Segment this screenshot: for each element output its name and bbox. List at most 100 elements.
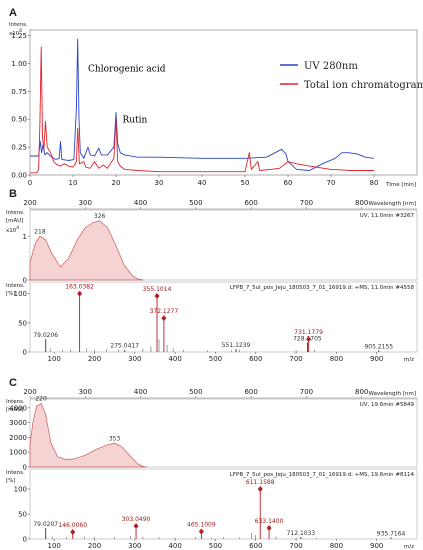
uv-ytick-label: 3000 bbox=[9, 419, 27, 427]
uv-ytick-label: 2000 bbox=[9, 434, 27, 442]
ms-xtick-label: 900 bbox=[370, 542, 383, 550]
a-xtick-label: 60 bbox=[284, 179, 293, 187]
ms-peak-label: 146.0060 bbox=[58, 522, 87, 529]
annotation-0: Chlorogenic acid bbox=[88, 64, 166, 74]
a-yunit: x106 bbox=[9, 28, 22, 37]
wavelength-tick-label: 700 bbox=[300, 199, 313, 207]
ms-ytick-label: 0 bbox=[23, 349, 27, 357]
ms-ytick-label: 0 bbox=[23, 536, 27, 544]
uv-spectrum-c: 200 300 400 500 600 700 800 Wavelength [nm] In… bbox=[6, 388, 418, 472]
uv-absorbance-area bbox=[29, 402, 148, 468]
ms-peak-label: 712.1033 bbox=[287, 530, 316, 537]
uv-peak-label: 218 bbox=[34, 228, 46, 235]
wavelength-tick-label: 800 bbox=[355, 388, 368, 396]
ms-xtick-label: 400 bbox=[168, 542, 181, 550]
ms-spectrum-b: Intens. [%] LFPB_7_5ul_pos_Jeju_180503_7… bbox=[6, 281, 418, 363]
ms-peak-label: 303.0490 bbox=[122, 516, 151, 523]
ms-peak-label: 275.0417 bbox=[110, 343, 139, 350]
ms-peak-label: 465.1009 bbox=[187, 522, 216, 529]
b-uv-info: UV, 11.0min #3267 bbox=[360, 213, 415, 219]
b-ms-yunit: [%] bbox=[6, 291, 16, 297]
uv-ytick-label: 4000 bbox=[9, 404, 27, 412]
wavelength-tick-label: 600 bbox=[244, 388, 257, 396]
a-xtick-label: 80 bbox=[370, 179, 379, 187]
ms-peak-label: 551.1239 bbox=[222, 342, 251, 349]
wavelength-tick-label: 200 bbox=[23, 199, 36, 207]
a-ytick-label: 1.00 bbox=[11, 60, 27, 68]
c-ms-info: LFPB_7_5ul_pos_Jeju_180503_7_01_16919.d:… bbox=[230, 472, 415, 478]
wavelength-tick-label: 500 bbox=[189, 199, 202, 207]
ms-xtick-label: 500 bbox=[209, 542, 222, 550]
a-ytick-label: 0.75 bbox=[11, 88, 27, 96]
a-xunit: Time [min] bbox=[385, 182, 416, 188]
tic-line bbox=[30, 46, 374, 174]
uv-ytick-label: 1000 bbox=[9, 449, 27, 457]
c-uv-info: UV, 19.6min #5849 bbox=[360, 402, 415, 408]
a-xtick-label: 10 bbox=[69, 179, 78, 187]
b-ms-frame bbox=[29, 281, 418, 353]
a-xtick-label: 0 bbox=[28, 179, 32, 187]
ms-xtick-label: 700 bbox=[289, 355, 302, 363]
a-ytick-label: 1.25 bbox=[11, 32, 27, 40]
uv-ytick-label: 0 bbox=[23, 277, 27, 285]
b-uv-xlabel: Wavelength [nm] bbox=[368, 201, 416, 207]
ms-peak-marker bbox=[198, 528, 204, 535]
ms-xtick-label: 100 bbox=[48, 355, 61, 363]
b-ms-info: LFPB_7_5ul_pos_Jeju_180503_7_01_16919.d:… bbox=[230, 285, 415, 291]
ms-peak-marker bbox=[257, 486, 263, 492]
wavelength-tick-label: 600 bbox=[244, 199, 257, 207]
ms-xtick-label: 200 bbox=[88, 542, 101, 550]
uv-peak-label: 220 bbox=[35, 395, 47, 402]
ms-peak-label: 935.7164 bbox=[377, 531, 406, 538]
ms-ytick-label: 50 bbox=[18, 319, 27, 327]
a-xtick-label: 50 bbox=[241, 179, 250, 187]
ms-peak-label: 372.1277 bbox=[150, 308, 179, 315]
ms-peak-marker bbox=[154, 293, 160, 299]
wavelength-tick-label: 300 bbox=[79, 388, 92, 396]
wavelength-tick-label: 400 bbox=[134, 199, 147, 207]
c-ms-ylabel: Intens. bbox=[6, 470, 25, 476]
a-plot-frame bbox=[29, 29, 418, 176]
a-ytick-label: 0.50 bbox=[11, 116, 27, 124]
a-xtick-label: 70 bbox=[327, 179, 336, 187]
c-uv-ylabel: Intens. bbox=[6, 399, 25, 405]
a-xtick-label: 30 bbox=[155, 179, 164, 187]
chromatogram-chart: Intens. x106 0.00 0.25 0.50 0.75 1.00 1.25 0 1… bbox=[9, 22, 423, 188]
panel-label-a: A bbox=[9, 7, 17, 19]
ms-peak-label: 731.1779 bbox=[294, 329, 323, 336]
ms-peak-label: 633.1400 bbox=[255, 518, 284, 525]
ms-peak-marker bbox=[133, 523, 139, 529]
wavelength-tick-label: 500 bbox=[189, 388, 202, 396]
ms-xtick-label: 500 bbox=[209, 355, 222, 363]
a-ytick-label: 0.00 bbox=[11, 172, 27, 180]
panel-label-b: B bbox=[9, 188, 17, 200]
uv-spectrum-b: 200 300 400 500 600 700 800 Wavelength [nm] In… bbox=[6, 199, 418, 285]
wavelength-tick-label: 400 bbox=[134, 388, 147, 396]
ms-peak-label: 79.0207 bbox=[33, 521, 58, 528]
ms-xtick-label: 300 bbox=[128, 355, 141, 363]
b-uv-yunit2: x104 bbox=[6, 225, 19, 234]
a-xtick-label: 40 bbox=[198, 179, 207, 187]
ms-xtick-label: 400 bbox=[168, 355, 181, 363]
uv-absorbance-area bbox=[29, 220, 144, 281]
c-ms-xlabel: m/z bbox=[404, 544, 414, 550]
ms-xtick-label: 800 bbox=[330, 542, 343, 550]
wavelength-tick-label: 300 bbox=[79, 199, 92, 207]
ms-peak-marker bbox=[161, 315, 167, 322]
c-uv-yunit: [mAU] bbox=[6, 407, 23, 413]
legend-label-uv: UV 280nm bbox=[304, 61, 358, 72]
ms-peak-label: 355.1014 bbox=[143, 286, 172, 293]
ms-spectrum-c: Intens. [%] LFPB_7_5ul_pos_Jeju_180503_7… bbox=[6, 468, 418, 550]
ms-xtick-label: 800 bbox=[330, 355, 343, 363]
ms-xtick-label: 900 bbox=[370, 355, 383, 363]
wavelength-tick-label: 200 bbox=[23, 388, 36, 396]
ms-peak-label: 79.0206 bbox=[33, 332, 58, 339]
ms-peak-label: 905.2155 bbox=[364, 343, 393, 350]
legend-label-tic: Total ion chromatogram bbox=[304, 80, 423, 91]
b-uv-ylabel: Intens. bbox=[6, 210, 25, 216]
b-uv-yunit: [mAU] bbox=[6, 218, 23, 224]
legend: UV 280nm Total ion chromatogram bbox=[280, 61, 423, 91]
a-ytick-label: 0.25 bbox=[11, 144, 27, 152]
c-uv-xlabel: Wavelength [nm] bbox=[368, 391, 416, 397]
